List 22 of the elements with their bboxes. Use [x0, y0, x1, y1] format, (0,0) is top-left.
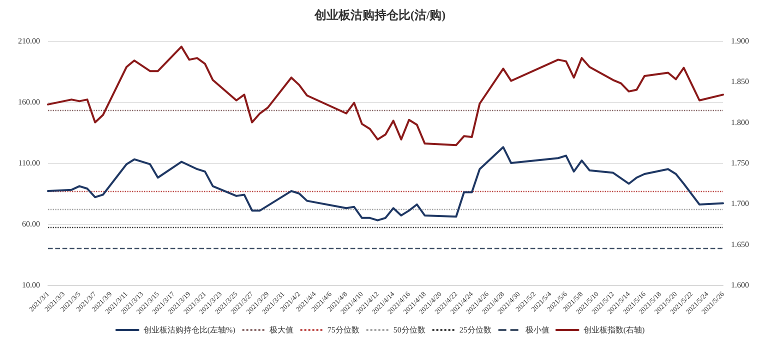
y2-tick-label: 1.600 [731, 280, 749, 290]
chart-title: 创业板沽购持仓比(沽/购) [313, 8, 446, 22]
y2-tick-label: 1.650 [731, 240, 749, 249]
legend-label: 极大值 [268, 326, 294, 334]
y2-tick-label: 1.850 [731, 77, 749, 86]
y-tick-label: 110.00 [18, 158, 40, 168]
legend-label: 50分位数 [393, 326, 426, 334]
y2-tick-label: 1.700 [731, 199, 749, 208]
legend-label: 75分位数 [327, 326, 360, 334]
y-tick-label: 160.00 [18, 98, 40, 106]
legend-label: 极小值 [524, 326, 550, 334]
line-series [47, 146, 724, 222]
y-tick-label: 10.00 [22, 280, 40, 290]
legend-label: 创业板指数(右轴) [583, 326, 645, 334]
legend-label: 25分位数 [459, 326, 492, 334]
y-tick-label: 60.00 [22, 220, 40, 228]
y2-tick-label: 1.800 [731, 118, 749, 127]
y-tick-label: 210.00 [18, 36, 40, 46]
y2-tick-label: 1.900 [731, 36, 749, 46]
y2-tick-label: 1.750 [731, 158, 749, 168]
legend-label: 创业板沽购持仓比(左轴%) [143, 326, 236, 334]
line-series [47, 46, 724, 146]
